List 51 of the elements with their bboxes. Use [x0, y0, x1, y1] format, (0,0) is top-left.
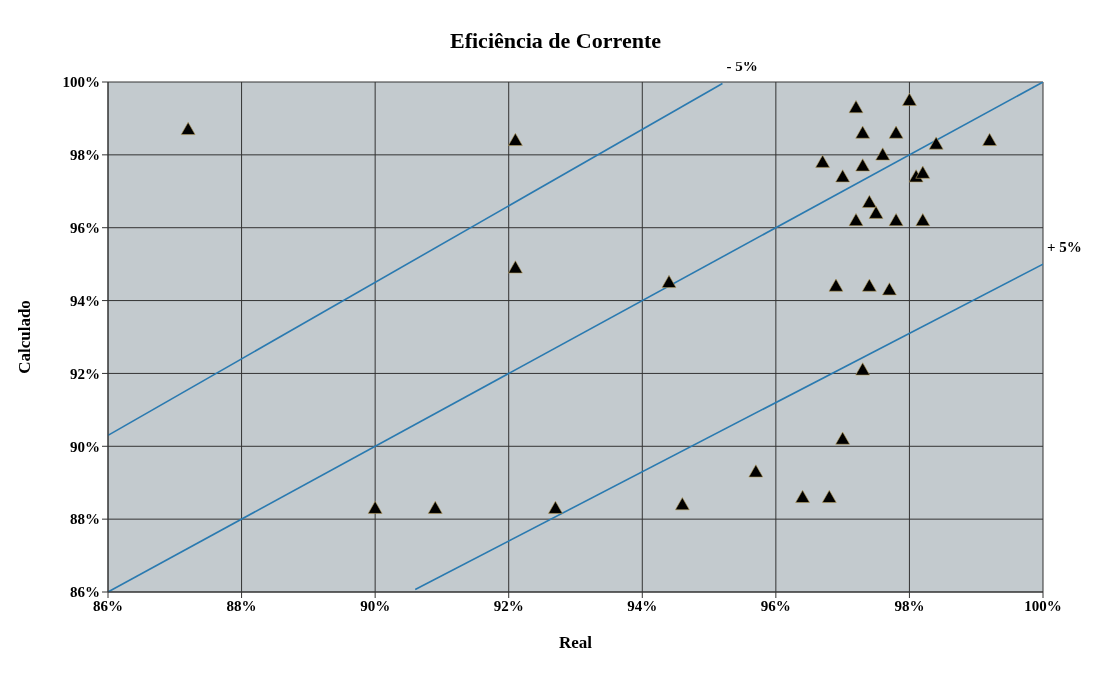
point — [848, 100, 864, 114]
series-label: + 5% — [1047, 239, 1082, 256]
point — [828, 278, 844, 292]
point — [835, 169, 850, 183]
x-tick-label: 92% — [493, 597, 524, 614]
point — [548, 500, 563, 514]
x-axis-title: Real — [558, 633, 593, 652]
point — [815, 154, 830, 168]
y-tick-label: 98% — [70, 147, 100, 164]
point — [835, 431, 850, 445]
series-label: - 5% — [726, 58, 758, 75]
x-tick-label: 96% — [760, 597, 791, 614]
x-tick-label: 98% — [894, 597, 925, 614]
point — [821, 489, 837, 503]
point — [862, 278, 877, 292]
point — [875, 147, 891, 161]
x-tick-label: 88% — [226, 597, 257, 614]
x-tick-label: 94% — [627, 597, 658, 614]
point — [661, 275, 677, 288]
point — [675, 497, 690, 511]
point — [888, 213, 904, 226]
point — [427, 500, 443, 514]
y-tick-label: 92% — [70, 365, 100, 382]
chart-title: Eficiência de Corrente — [450, 28, 661, 53]
y-tick-label: 90% — [70, 438, 100, 455]
point — [915, 213, 931, 226]
point — [888, 125, 904, 139]
point — [508, 260, 523, 274]
y-axis-title: Calculado — [15, 300, 35, 374]
point — [882, 282, 897, 296]
point — [855, 158, 870, 172]
point — [855, 125, 870, 139]
point — [982, 132, 997, 146]
point — [855, 362, 870, 376]
x-tick-label: 90% — [360, 597, 391, 614]
point — [748, 464, 764, 478]
point — [928, 136, 944, 150]
y-tick-label: 94% — [70, 292, 100, 309]
point — [180, 122, 196, 135]
point — [915, 165, 931, 179]
y-tick-label: 100% — [62, 74, 100, 91]
point — [795, 489, 810, 503]
point — [848, 213, 864, 226]
point — [367, 500, 383, 514]
x-tick-label: 100% — [1024, 597, 1062, 614]
point — [868, 205, 884, 219]
y-tick-label: 96% — [70, 220, 100, 237]
point — [862, 194, 877, 208]
point — [902, 92, 917, 106]
point — [508, 132, 523, 146]
y-tick-label: 88% — [70, 511, 100, 528]
